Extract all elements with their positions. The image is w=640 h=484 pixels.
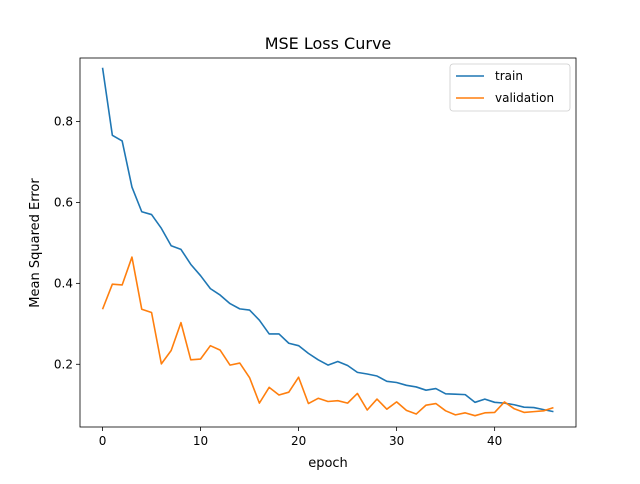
chart-title: MSE Loss Curve: [265, 34, 392, 53]
x-tick-label: 0: [99, 434, 107, 448]
x-tick-label: 20: [291, 434, 306, 448]
series-line-train: [101, 67, 554, 413]
legend-label-validation: validation: [495, 91, 554, 105]
axes-frame: [79, 57, 577, 428]
x-tick-label: 10: [193, 434, 208, 448]
y-tick-label: 0.8: [54, 115, 73, 129]
y-axis-label: Mean Squared Error: [28, 178, 43, 308]
y-tick-label: 0.2: [54, 357, 73, 371]
plot-area: 0 10 20 30 40 0.2 0.4 0.6 0.8 train validation: [54, 57, 577, 448]
legend-label-train: train: [495, 69, 523, 83]
x-tick-label: 30: [389, 434, 404, 448]
x-tick-label: 40: [487, 434, 502, 448]
y-tick-label: 0.6: [54, 195, 73, 209]
y-tick-label: 0.4: [54, 276, 73, 290]
series-line-validation: [101, 256, 554, 417]
x-axis-label: epoch: [308, 456, 348, 471]
